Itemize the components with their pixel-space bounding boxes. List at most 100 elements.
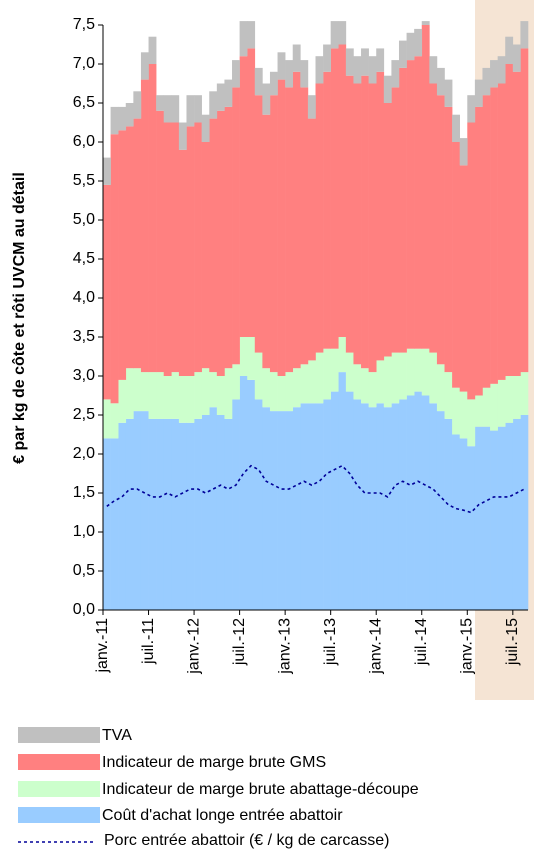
bar-segment [254, 95, 263, 353]
bar-segment [353, 83, 362, 365]
bar-segment [269, 71, 278, 96]
bar-segment [292, 44, 301, 72]
bar-segment [444, 106, 453, 373]
bar-segment [330, 21, 339, 49]
bar-segment [330, 348, 339, 392]
bar-segment [338, 21, 347, 45]
bar-segment [171, 95, 180, 123]
bar-segment [133, 368, 142, 412]
bar-segment [163, 376, 172, 419]
bar-segment [277, 411, 286, 610]
bar-segment [429, 403, 438, 610]
bar-segment [429, 56, 438, 84]
bar-segment [421, 21, 430, 25]
bar-segment [497, 56, 506, 84]
y-tick-label: 5,0 [73, 211, 95, 228]
bar-segment [186, 95, 195, 127]
y-axis-title: € par kg de côte et rôti UVCM au détail [11, 172, 28, 464]
bar-segment [383, 103, 392, 357]
x-tick-label: juil.-11 [140, 618, 157, 665]
bar-segment [254, 352, 263, 400]
bar-segment [391, 87, 400, 353]
bar-segment [285, 60, 294, 88]
bar-segment [103, 157, 111, 185]
bar-segment [178, 122, 187, 150]
bar-segment [201, 114, 210, 142]
bar-segment [216, 83, 225, 111]
bar-segment [209, 372, 218, 408]
bar-segment [512, 376, 521, 419]
y-tick-label: 3,0 [73, 367, 95, 384]
bar-segment [490, 383, 498, 431]
bar-segment [406, 60, 415, 349]
bar-segment [140, 52, 149, 80]
bar-segment [323, 348, 331, 400]
y-tick-label: 3,5 [73, 328, 95, 345]
bar-segment [368, 56, 377, 84]
bar-segment [110, 438, 119, 610]
y-tick-label: 2,0 [73, 445, 95, 462]
bar-segment [156, 372, 165, 419]
bar-segment [406, 32, 415, 61]
bar-segment [292, 407, 301, 610]
bar-segment [163, 95, 172, 123]
x-tick-label: janv.-15 [459, 618, 476, 675]
bar-segment [125, 126, 134, 369]
bar-segment [436, 67, 445, 96]
bar-segment [383, 356, 392, 408]
bar-segment [300, 87, 309, 365]
bar-segment [444, 79, 453, 107]
bar-segment [262, 407, 271, 610]
bar-segment [186, 422, 195, 610]
bar-segment [459, 391, 468, 439]
bar-segment [345, 48, 354, 76]
bar-segment [436, 411, 445, 610]
bar-segment [429, 352, 438, 404]
bar-segment [505, 376, 514, 423]
bar-segment [232, 364, 240, 400]
bar-segment [156, 110, 165, 373]
bar-segment [368, 372, 377, 408]
bar-segment [118, 379, 127, 423]
legend-label: Coût d'achat longe entrée abattoir [102, 807, 343, 824]
bar-segment [269, 372, 278, 412]
bar-segment [505, 64, 514, 376]
bar-segment [118, 422, 127, 610]
bar-segment [171, 122, 180, 373]
bar-segment [376, 48, 385, 72]
bar-segment [482, 67, 491, 96]
bar-segment [307, 95, 316, 119]
bar-segment [345, 391, 354, 610]
bar-segment [368, 83, 377, 373]
bar-segment [444, 418, 453, 610]
bar-segment [156, 95, 165, 111]
bar-segment [103, 184, 111, 400]
bar-segment [277, 52, 286, 80]
bar-segment [285, 411, 294, 610]
bar-segment [148, 372, 157, 419]
bar-segment [201, 415, 210, 610]
bar-segment [482, 387, 491, 427]
bar-segment [300, 60, 309, 88]
bar-segment [110, 403, 119, 439]
bar-segment [414, 28, 423, 57]
bar-segment [224, 418, 233, 610]
bar-segment [368, 407, 377, 610]
y-tick-label: 4,0 [73, 289, 95, 306]
bar-segment [209, 407, 218, 610]
x-tick-label: janv.-13 [276, 618, 293, 675]
bar-segment [482, 95, 491, 388]
bar-segment [497, 426, 506, 610]
bar-segment [338, 372, 347, 610]
bar-segment [103, 438, 111, 610]
y-tick-label: 0,0 [73, 601, 95, 618]
bar-segment [421, 25, 430, 349]
bar-segment [467, 399, 476, 447]
bar-segment [353, 56, 362, 84]
bar-segment [323, 71, 331, 349]
bar-segment [376, 71, 385, 361]
bar-segment [512, 418, 521, 610]
bar-segment [467, 95, 476, 123]
bar-segment [467, 122, 476, 400]
